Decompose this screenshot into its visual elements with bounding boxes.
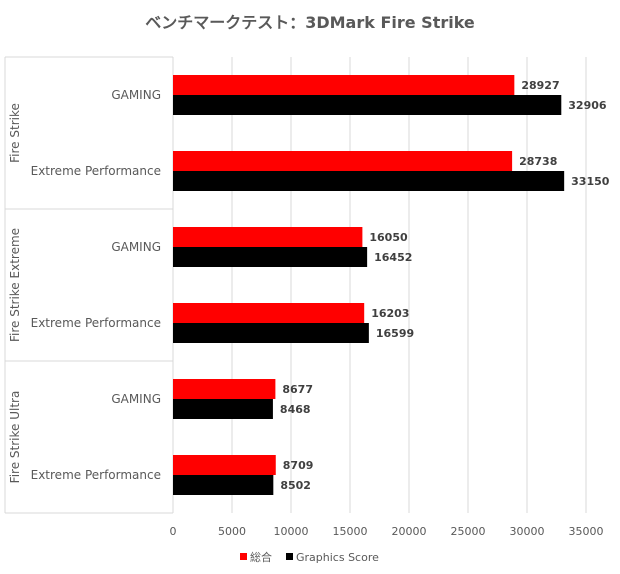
data-label: 16599 [376, 327, 414, 340]
bar [173, 475, 274, 495]
category-label: Extreme Performance [31, 164, 161, 178]
category-label: Extreme Performance [31, 316, 161, 330]
legend-swatch [240, 553, 247, 560]
x-tick-label: 20000 [392, 525, 427, 538]
bar [173, 247, 368, 267]
category-label: Extreme Performance [31, 468, 161, 482]
x-tick-label: 15000 [333, 525, 368, 538]
group-label: Fire Strike Extreme [8, 228, 22, 342]
legend-swatch [286, 553, 293, 560]
bar [173, 151, 513, 171]
x-tick-label: 35000 [569, 525, 604, 538]
group-label: Fire Strike [8, 103, 22, 163]
x-tick-label: 30000 [510, 525, 545, 538]
legend-label: 総合 [250, 550, 272, 564]
x-tick-label: 0 [170, 525, 177, 538]
bar [173, 455, 276, 475]
bar [173, 399, 273, 419]
bar [173, 75, 515, 95]
category-label: GAMING [111, 392, 161, 406]
category-label: GAMING [111, 240, 161, 254]
data-label: 32906 [568, 99, 607, 112]
data-label: 16452 [374, 251, 412, 264]
data-label: 28927 [521, 79, 559, 92]
category-label: GAMING [111, 88, 161, 102]
bar [173, 379, 276, 399]
bar [173, 171, 565, 191]
legend-label: Graphics Score [296, 551, 379, 564]
data-label: 33150 [571, 175, 610, 188]
bar [173, 95, 562, 115]
chart-title: ベンチマークテスト：3DMark Fire Strike [145, 13, 475, 32]
bar [173, 303, 365, 323]
bar [173, 323, 369, 343]
data-label: 8677 [282, 383, 313, 396]
data-label: 16050 [369, 231, 408, 244]
x-tick-label: 5000 [218, 525, 246, 538]
group-label: Fire Strike Ultra [8, 391, 22, 484]
x-tick-label: 25000 [451, 525, 486, 538]
data-label: 28738 [519, 155, 557, 168]
data-label: 8502 [280, 479, 311, 492]
data-label: 8468 [280, 403, 311, 416]
data-label: 16203 [371, 307, 409, 320]
bar [173, 227, 363, 247]
x-tick-label: 10000 [274, 525, 309, 538]
data-label: 8709 [283, 459, 314, 472]
